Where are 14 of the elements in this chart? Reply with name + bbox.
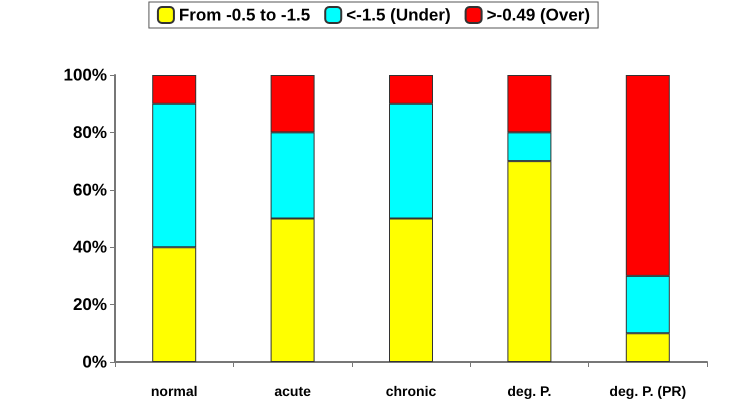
- x-tick-label: deg. P. (PR): [609, 383, 686, 399]
- y-tick-label: 20%: [72, 295, 107, 314]
- x-tick-label: acute: [274, 383, 312, 399]
- legend-label: >-0.49 (Over): [486, 6, 590, 24]
- y-tick-label: 60%: [72, 180, 107, 200]
- x-tick-label: normal: [150, 383, 198, 399]
- x-tick-label: deg. P.: [507, 383, 552, 399]
- x-tick-label: chronic: [386, 383, 436, 399]
- y-tick-label: 40%: [72, 238, 107, 257]
- legend-label: <-1.5 (Under): [346, 6, 451, 24]
- y-tick-label: 0%: [82, 352, 107, 372]
- legend-label: From -0.5 to -1.5: [178, 6, 310, 24]
- y-tick-label: 100%: [64, 66, 107, 84]
- y-tick-label: 80%: [72, 122, 107, 142]
